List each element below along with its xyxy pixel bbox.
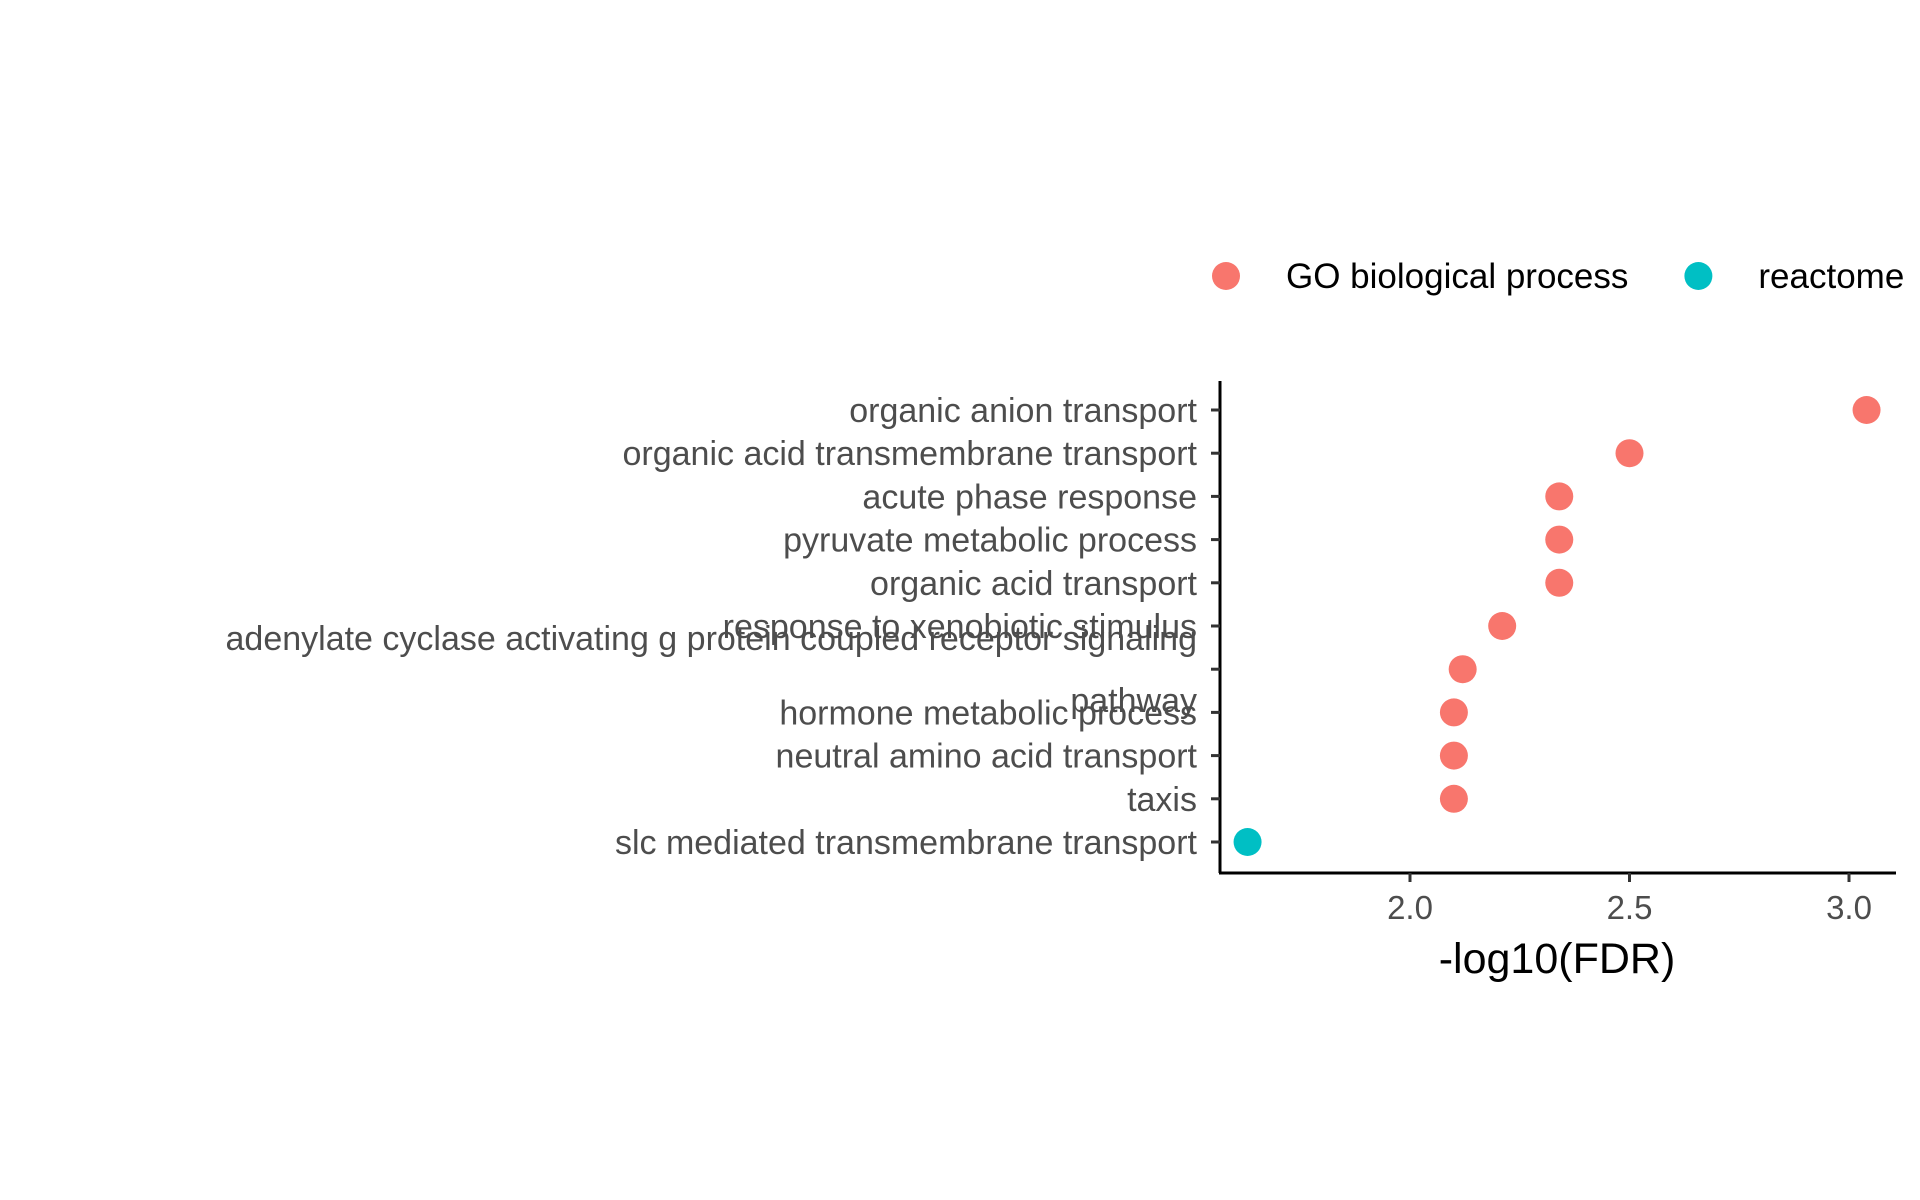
y-tick-label: taxis: [1127, 781, 1197, 819]
y-tick-label: slc mediated transmembrane transport: [615, 824, 1198, 862]
x-tick-label: 2.5: [1607, 889, 1653, 926]
data-point: [1233, 828, 1262, 856]
y-tick-label: adenylate cyclase activating g protein c…: [226, 620, 1198, 658]
y-tick-label: response to xenobiotic stimulus: [723, 608, 1197, 646]
legend-label: GO biological process: [1286, 257, 1628, 296]
y-tick-label: organic acid transport: [870, 565, 1198, 603]
y-tick-label: hormone metabolic process: [779, 694, 1197, 732]
legend-key: [1212, 262, 1240, 290]
data-points: [1233, 396, 1881, 856]
y-tick-label: pathway: [1070, 682, 1197, 720]
data-point: [1545, 525, 1574, 554]
y-axis-ticks: organic anion transport organic acid tran…: [226, 392, 1220, 862]
y-tick-label: organic anion transport: [849, 392, 1197, 430]
x-axis-title: -log10(FDR): [1439, 935, 1676, 983]
legend-key: [1684, 262, 1713, 290]
data-point: [1448, 655, 1477, 684]
data-point: [1439, 741, 1468, 770]
data-point: [1439, 698, 1468, 727]
y-tick-label: organic acid transmembrane transport: [623, 435, 1198, 473]
data-point: [1852, 396, 1881, 424]
y-tick-label: neutral amino acid transport: [776, 738, 1198, 776]
legend-label: reactome: [1758, 257, 1904, 296]
data-point: [1439, 784, 1468, 813]
y-tick-label: pyruvate metabolic process: [783, 522, 1197, 560]
x-tick-label: 2.0: [1387, 889, 1433, 926]
x-tick-label: 3.0: [1826, 889, 1872, 926]
data-point: [1615, 439, 1644, 468]
data-point: [1545, 482, 1574, 511]
data-point: [1488, 612, 1517, 640]
legend: GO biological process reactome: [1212, 257, 1904, 296]
x-axis-ticks: 2.0 2.5 3.0: [1387, 873, 1872, 926]
data-point: [1545, 568, 1574, 597]
plot-area: organic anion transport organic acid tran…: [226, 381, 1896, 926]
y-tick-label: acute phase response: [862, 478, 1197, 516]
